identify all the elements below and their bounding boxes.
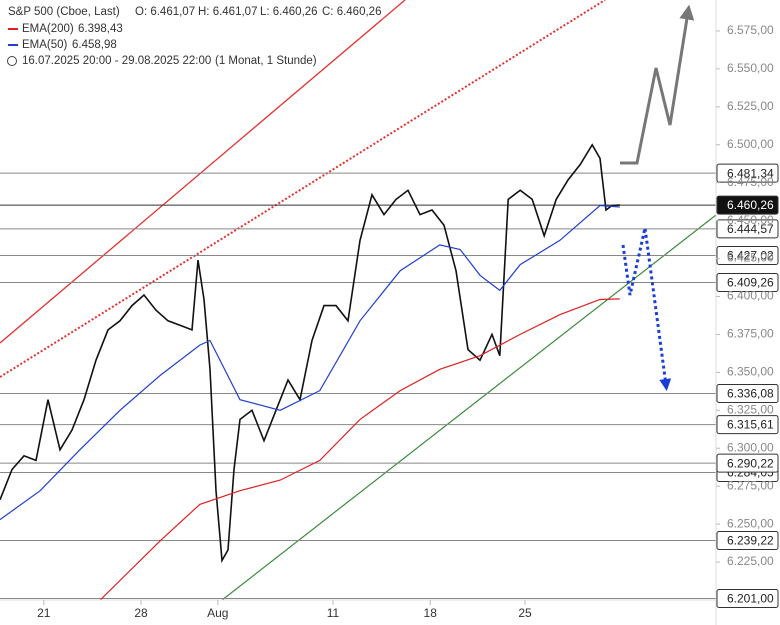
level-box	[716, 453, 779, 473]
legend-value: 6.398,43	[78, 23, 123, 35]
y-tick-label: 6.350,00	[727, 365, 774, 379]
scenario-arrow	[620, 4, 695, 165]
scenario-arrow	[621, 227, 672, 391]
clock-icon	[7, 56, 17, 66]
trendline	[0, 0, 406, 344]
legend-label: EMA(50)	[22, 39, 68, 51]
x-tick-label: 28	[134, 606, 148, 620]
range: 16.07.2025 20:00 - 29.08.2025 22:00	[22, 55, 211, 67]
level-box	[716, 588, 779, 608]
level-label: 6.239,22	[727, 534, 774, 548]
ohlc: O: 6.461,07	[135, 6, 195, 18]
level-box	[716, 246, 779, 266]
ohlc: C: 6.460,26	[322, 6, 381, 18]
ohlc: L: 6.460,26	[260, 6, 318, 18]
y-tick-label: 6.500,00	[727, 137, 774, 151]
y-tick-label: 6.575,00	[727, 23, 774, 37]
y-tick-label: 6.300,00	[727, 440, 774, 454]
y-tick-label: 6.250,00	[727, 516, 774, 530]
level-label: 6.201,00	[727, 592, 774, 606]
level-label: 6.444,57	[727, 222, 774, 236]
x-tick-label: 25	[518, 606, 532, 620]
y-tick-label: 6.475,00	[727, 175, 774, 189]
series-line	[99, 298, 620, 600]
level-label: 6.290,22	[727, 456, 774, 470]
y-tick-label: 6.525,00	[727, 99, 774, 113]
series	[0, 143, 620, 600]
ohlc: H: 6.461,07	[198, 6, 257, 18]
y-tick-label: 6.550,00	[727, 61, 774, 75]
level-label: 6.336,08	[727, 387, 774, 401]
level-box	[716, 384, 779, 404]
y-tick-label: 6.225,00	[727, 554, 774, 568]
level-box	[716, 219, 779, 239]
y-tick-label: 6.425,00	[727, 251, 774, 265]
level-box	[716, 163, 779, 183]
level-label: 6.481,34	[727, 166, 774, 180]
trendline	[0, 0, 606, 378]
level-box	[716, 530, 779, 550]
x-tick-label: 21	[37, 606, 51, 620]
legend-label: EMA(200)	[22, 23, 74, 35]
y-tick-label: 6.325,00	[727, 402, 774, 416]
x-tick-label: Aug	[207, 606, 228, 620]
x-tick-label: 18	[424, 606, 438, 620]
level-label: 6.409,26	[727, 276, 774, 290]
legend-value: 6.458,98	[72, 39, 117, 51]
series-line	[0, 204, 620, 521]
x-tick-label: 11	[327, 606, 340, 620]
level-box	[716, 195, 779, 215]
level-label: 6.460,26	[727, 198, 774, 212]
levels: 6.481,34 6.444,57 6.427,02 6.409,26 6.336,08…	[0, 163, 779, 608]
y-tick-label: 6.400,00	[727, 289, 774, 303]
interval: (1 Monat, 1 Stunde)	[215, 55, 317, 67]
level-label: 6.315,61	[727, 418, 774, 432]
trendlines	[0, 0, 716, 600]
series-line	[0, 143, 620, 564]
header: S&P 500 (Cboe, Last) O: 6.461,07 H: 6.46…	[7, 6, 381, 67]
y-tick-label: 6.375,00	[727, 327, 774, 341]
level-box	[716, 415, 779, 435]
trendline	[221, 214, 716, 600]
title: S&P 500 (Cboe, Last)	[8, 6, 120, 18]
level-label: 6.427,02	[727, 249, 774, 263]
level-box	[716, 272, 779, 292]
y-tick-label: 6.275,00	[727, 478, 774, 492]
y-tick-label: 6.450,00	[727, 213, 774, 227]
